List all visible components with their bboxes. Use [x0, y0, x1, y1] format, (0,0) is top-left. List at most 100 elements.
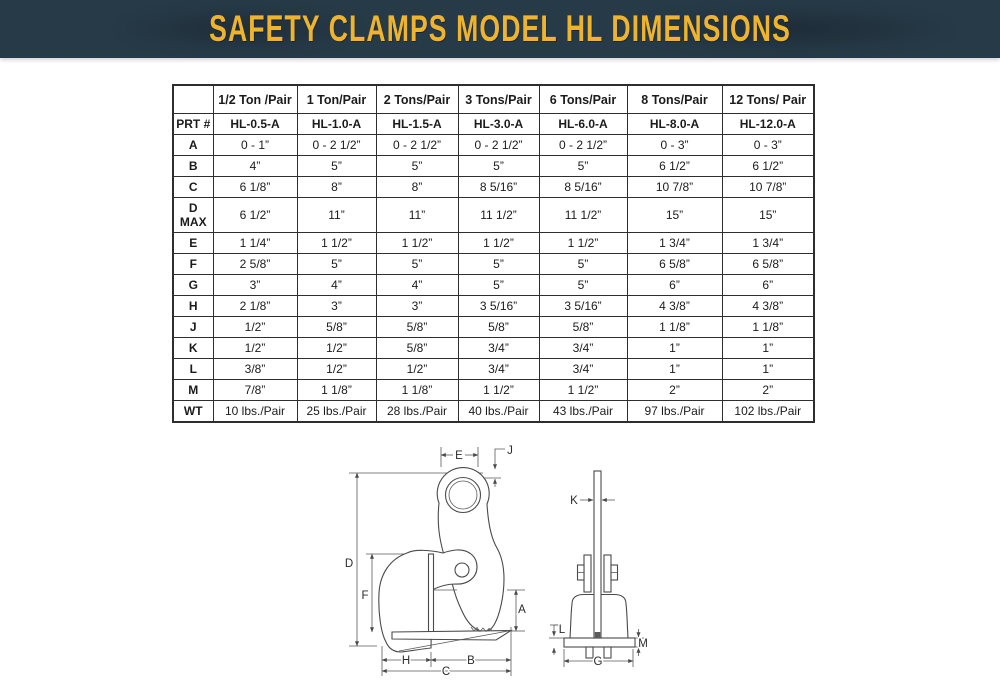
dimension-value-cell: 1”: [721, 337, 815, 359]
dimension-value-cell: 4 3/8”: [626, 295, 723, 317]
dimension-value-cell: 15”: [721, 197, 815, 233]
dimension-value-cell: 1/2”: [212, 337, 298, 359]
dim-label-M: M: [638, 638, 648, 650]
column-header: 6 Tons/Pair: [538, 84, 628, 114]
dimension-value-cell: 25 lbs./Pair: [296, 400, 377, 423]
dimensions-table-wrap: 1/2 Ton /Pair 1 Ton/Pair 2 Tons/Pair 3 Tons…: [172, 84, 815, 423]
row-label: L: [172, 358, 214, 380]
dim-label-A: A: [518, 604, 526, 616]
dimension-value-cell: 40 lbs./Pair: [457, 400, 540, 423]
dimension-value-cell: 8 5/16”: [457, 176, 540, 198]
row-label: D MAX: [172, 197, 214, 233]
dimension-value-cell: 2”: [721, 379, 815, 401]
row-label: F: [172, 253, 214, 275]
table-row: G 3” 4” 4” 5” 5” 6” 6”: [172, 274, 815, 296]
dimension-value-cell: 6 1/2”: [212, 197, 298, 233]
dimension-value-cell: 1 1/2”: [457, 379, 540, 401]
dimension-value-cell: HL-1.5-A: [375, 113, 459, 135]
dimension-value-cell: 5”: [296, 253, 377, 275]
dimension-value-cell: 5”: [538, 274, 628, 296]
dimension-value-cell: HL-3.0-A: [457, 113, 540, 135]
dimension-value-cell: 0 - 3”: [721, 134, 815, 156]
clamp-diagram-svg: E J D F A H B C: [343, 444, 649, 680]
row-label: H: [172, 295, 214, 317]
column-header: 1 Ton/Pair: [296, 84, 377, 114]
dimension-value-cell: 4”: [212, 155, 298, 177]
clamp-body: [378, 549, 478, 653]
dimension-value-cell: 3/4”: [457, 337, 540, 359]
dimension-value-cell: HL-8.0-A: [626, 113, 723, 135]
table-header-row: 1/2 Ton /Pair 1 Ton/Pair 2 Tons/Pair 3 Tons…: [172, 84, 815, 114]
dimension-value-cell: 6 1/8”: [212, 176, 298, 198]
dim-label-E: E: [455, 450, 463, 462]
dimension-value-cell: 10 lbs./Pair: [212, 400, 298, 423]
cheek-plate-left: [583, 554, 592, 593]
dimension-value-cell: 5”: [457, 274, 540, 296]
cheek-plate-right: [603, 554, 612, 593]
dimension-value-cell: 5”: [296, 155, 377, 177]
dimension-value-cell: 4”: [296, 274, 377, 296]
row-label: K: [172, 337, 214, 359]
cam-serrations: [470, 626, 493, 633]
dimension-value-cell: 3/4”: [538, 358, 628, 380]
header-banner: SAFETY CLAMPS MODEL HL DIMENSIONS: [0, 0, 1000, 58]
dimension-value-cell: HL-0.5-A: [212, 113, 298, 135]
dimension-value-cell: 4”: [375, 274, 459, 296]
table-row: M 7/8” 1 1/8” 1 1/8” 1 1/2” 1 1/2” 2” 2”: [172, 379, 815, 401]
base-pad-left: [585, 646, 594, 659]
dimension-value-cell: 1 1/8”: [721, 316, 815, 338]
dimension-value-cell: 11”: [296, 197, 377, 233]
row-label: G: [172, 274, 214, 296]
column-header: 12 Tons/ Pair: [721, 84, 815, 114]
dim-label-J: J: [507, 445, 513, 457]
column-header: 1/2 Ton /Pair: [212, 84, 298, 114]
banner-watermark-right: [620, 6, 960, 52]
dimension-value-cell: 0 - 2 1/2”: [375, 134, 459, 156]
dimension-value-cell: 8”: [296, 176, 377, 198]
row-label: J: [172, 316, 214, 338]
dimension-value-cell: 6”: [626, 274, 723, 296]
dimension-value-cell: 5/8”: [375, 337, 459, 359]
dimension-value-cell: 0 - 2 1/2”: [296, 134, 377, 156]
dimension-value-cell: 1 3/4”: [721, 232, 815, 254]
dim-label-D: D: [345, 558, 353, 570]
dimension-value-cell: 5”: [538, 155, 628, 177]
dimension-value-cell: 3”: [212, 274, 298, 296]
table-row: PRT # HL-0.5-A HL-1.0-A HL-1.5-A HL-3.0-A HL-…: [172, 113, 815, 135]
dimension-value-cell: 3”: [296, 295, 377, 317]
dimension-value-cell: 1”: [626, 358, 723, 380]
dimension-value-cell: 5”: [375, 253, 459, 275]
dimension-value-cell: 6 1/2”: [626, 155, 723, 177]
clamp-jaw-plate: [427, 553, 435, 633]
pivot-hole: [454, 562, 470, 578]
dimension-value-cell: 1”: [626, 337, 723, 359]
clamp-base-plate: [563, 637, 636, 648]
dimension-value-cell: 15”: [626, 197, 723, 233]
dimension-value-cell: 5/8”: [296, 316, 377, 338]
dimension-value-cell: 5/8”: [538, 316, 628, 338]
row-label: A: [172, 134, 214, 156]
dim-label-L: L: [559, 624, 566, 636]
column-header: 2 Tons/Pair: [375, 84, 459, 114]
dimension-value-cell: 1/2”: [212, 316, 298, 338]
dimension-value-cell: 3/4”: [538, 337, 628, 359]
dimension-value-cell: 11 1/2”: [457, 197, 540, 233]
table-row: D MAX 6 1/2” 11” 11” 11 1/2” 11 1/2” 15” 15”: [172, 197, 815, 233]
dimension-value-cell: 3/8”: [212, 358, 298, 380]
dimension-value-cell: HL-12.0-A: [721, 113, 815, 135]
table-row: K 1/2” 1/2” 5/8” 3/4” 3/4” 1” 1”: [172, 337, 815, 359]
dimension-value-cell: 6 5/8”: [626, 253, 723, 275]
dimension-value-cell: 7/8”: [212, 379, 298, 401]
dimension-value-cell: 6 5/8”: [721, 253, 815, 275]
dimension-value-cell: 2 5/8”: [212, 253, 298, 275]
dimension-value-cell: 6”: [721, 274, 815, 296]
dimension-value-cell: 1 1/2”: [538, 232, 628, 254]
dim-label-K: K: [570, 495, 578, 507]
dimensions-table: 1/2 Ton /Pair 1 Ton/Pair 2 Tons/Pair 3 Tons…: [172, 84, 815, 423]
bar-foot: [594, 632, 601, 638]
dimension-value-cell: 102 lbs./Pair: [721, 400, 815, 423]
corner-header-cell: [172, 84, 214, 114]
dimension-value-cell: 1 1/8”: [375, 379, 459, 401]
